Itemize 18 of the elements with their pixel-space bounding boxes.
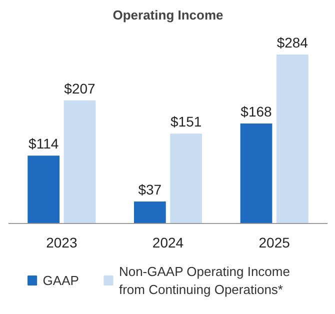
legend-label: GAAP [42,273,79,288]
bar [170,134,202,224]
data-label: $168 [240,104,272,120]
data-label: $151 [170,114,202,130]
data-label: $37 [138,181,162,198]
data-label: $114 [28,136,59,152]
bar [28,156,60,224]
x-tick-label: 2023 [46,234,78,250]
bar [64,100,96,224]
chart-title: Operating Income [112,8,224,22]
data-label: $284 [276,34,308,51]
data-label: $207 [64,80,96,96]
x-tick-label: 2025 [258,234,290,250]
bar [276,54,308,224]
bar [134,201,166,224]
bar [240,124,272,224]
x-tick-label: 2024 [152,234,184,250]
legend-label: Non-GAAP Operating Income from Continuing Operations* [118,264,290,297]
